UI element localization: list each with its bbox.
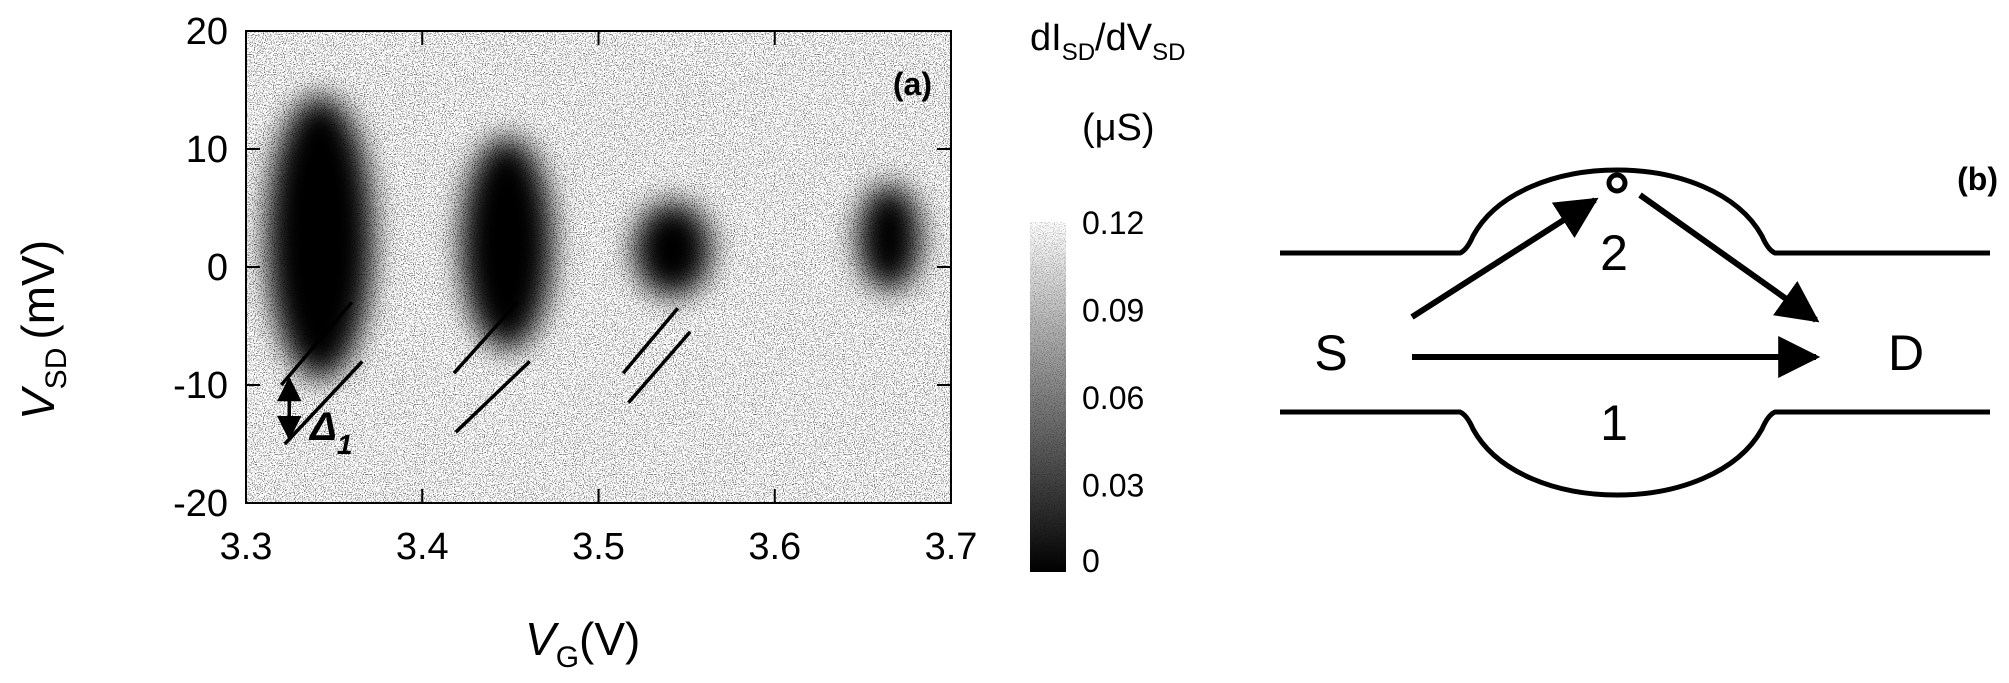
y-tick-label: -20	[173, 483, 228, 525]
panel-a: 3.3 3.4 3.5 3.6 3.7 -20 -10 0 10 20 (a) Δ1 VG(V)…	[12, 11, 1185, 674]
blockade-core	[283, 138, 358, 337]
panel-b-labels: (b) S D 2 1	[1314, 161, 1998, 451]
excited-state-line	[621, 307, 680, 375]
panel-b-label: (b)	[1957, 161, 1998, 197]
excited-state-line	[452, 301, 519, 375]
colorbar-unit: (μS)	[1082, 107, 1155, 149]
excited-state-line	[279, 301, 354, 387]
excited-state-line	[627, 330, 692, 404]
colorbar: dISD/dVSD (μS) 0 0.03 0.06 0.09 0.12	[1030, 17, 1185, 579]
path-2-label: 2	[1600, 225, 1628, 281]
x-tick-label: 3.7	[925, 526, 978, 568]
panel-a-label: (a)	[893, 66, 932, 102]
path-1-label: 1	[1600, 395, 1628, 451]
excited-state-lines	[279, 301, 692, 446]
channel-bottom-edge	[1280, 409, 1990, 498]
colorbar-tick-label: 0.06	[1082, 380, 1144, 416]
colorbar-tick-label: 0.09	[1082, 293, 1144, 329]
y-tick-label: 0	[207, 247, 228, 289]
y-tick-label: -10	[173, 365, 228, 407]
y-axis-label: VSD(mV)	[12, 240, 73, 420]
y-axis-ticks: -20 -10 0 10 20	[173, 11, 951, 525]
y-tick-label: 10	[186, 129, 228, 171]
excited-state-line	[454, 360, 531, 434]
panel-b-diagram	[1280, 167, 1990, 498]
colorbar-tick-label: 0.12	[1082, 205, 1144, 241]
x-axis-label: VG(V)	[525, 613, 640, 674]
x-tick-label: 3.4	[396, 526, 449, 568]
colorbar-title: dISD/dVSD	[1030, 17, 1185, 66]
blockade-regions	[267, 95, 922, 380]
drain-label: D	[1888, 325, 1924, 381]
source-label: S	[1314, 325, 1347, 381]
colorbar-ticks: 0 0.03 0.06 0.09 0.12	[1082, 205, 1144, 579]
path-2-in-arrow	[1410, 197, 1599, 320]
blockade-core	[474, 169, 539, 318]
path-2-out-arrow	[1638, 192, 1820, 323]
channel-top-edge	[1280, 167, 1990, 256]
x-tick-label: 3.3	[220, 526, 273, 568]
blockade-core	[867, 200, 912, 275]
blockade-core	[645, 216, 700, 283]
colorbar-tick-label: 0	[1082, 543, 1100, 579]
x-tick-label: 3.5	[572, 526, 625, 568]
x-axis-ticks: 3.3 3.4 3.5 3.6 3.7	[220, 31, 978, 568]
x-tick-label: 3.6	[748, 526, 801, 568]
y-tick-label: 20	[186, 11, 228, 53]
delta-annotation: Δ1	[308, 405, 352, 460]
impurity-dot-icon	[1606, 172, 1628, 194]
plot-area	[246, 31, 951, 503]
colorbar-tick-label: 0.03	[1082, 468, 1144, 504]
